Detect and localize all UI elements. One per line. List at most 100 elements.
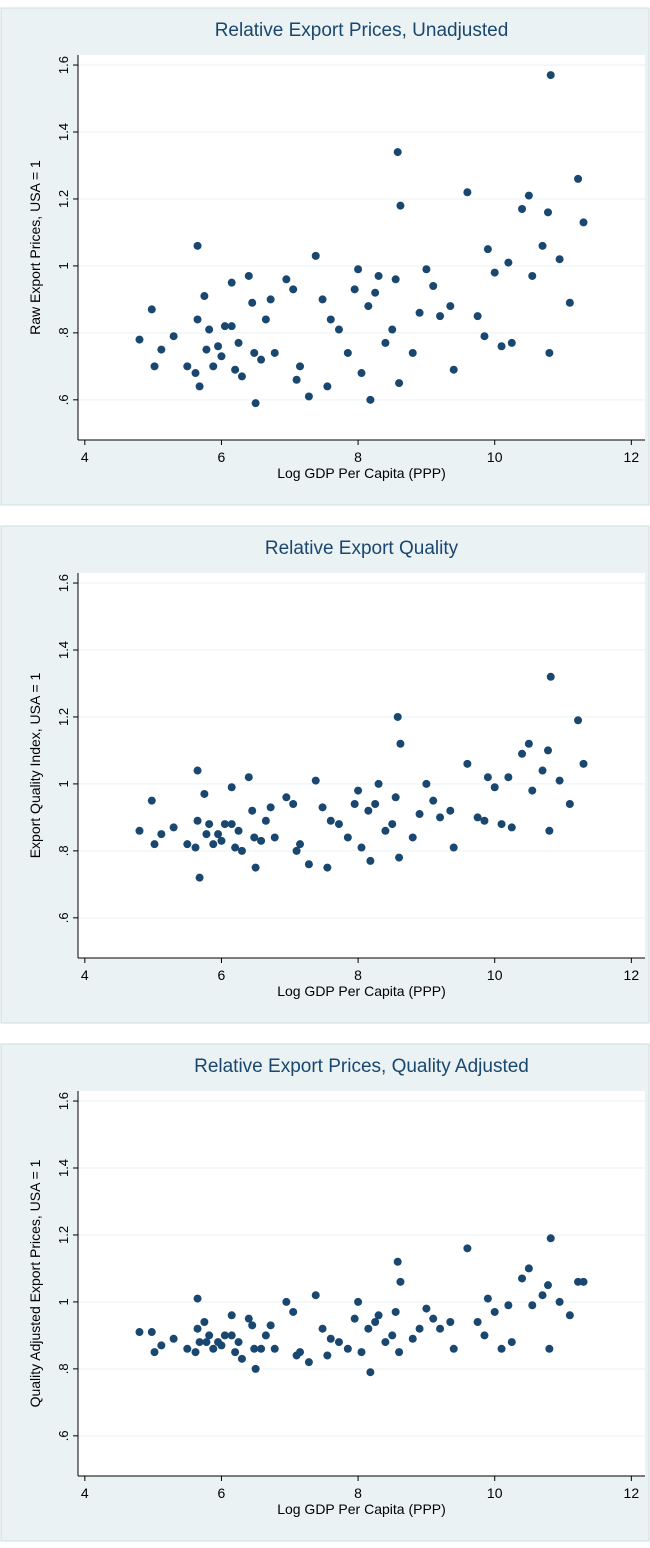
point [217, 352, 226, 361]
point [449, 843, 458, 852]
point [354, 786, 363, 795]
y-tick-label: 1 [56, 1298, 71, 1305]
x-axis-label: Log GDP Per Capita (PPP) [277, 1501, 446, 1517]
x-tick-label: 4 [81, 449, 89, 465]
point [507, 823, 516, 832]
point [147, 1328, 156, 1337]
point [266, 295, 275, 304]
point [429, 1314, 438, 1323]
point [545, 348, 554, 357]
point [396, 1277, 405, 1286]
point [227, 1311, 236, 1320]
point [227, 820, 236, 829]
point [415, 308, 424, 317]
point [364, 1324, 373, 1333]
point [227, 322, 236, 331]
point [480, 1331, 489, 1340]
point [214, 830, 223, 839]
point [565, 800, 574, 808]
y-tick-label: 1 [56, 780, 71, 787]
point [574, 1277, 583, 1286]
point [183, 1344, 192, 1353]
point [579, 1277, 588, 1286]
point [227, 783, 236, 792]
point [318, 803, 327, 812]
point [507, 338, 516, 347]
point [504, 1301, 513, 1310]
point [366, 395, 375, 404]
point [545, 1344, 554, 1353]
point [350, 800, 359, 808]
point [292, 846, 301, 855]
point [304, 860, 313, 869]
point [323, 1351, 332, 1360]
point [200, 789, 209, 798]
point [251, 399, 260, 408]
point [391, 793, 400, 802]
point [334, 1338, 343, 1347]
y-tick-label: 1.6 [56, 1092, 71, 1110]
point [343, 348, 352, 357]
point [538, 766, 547, 775]
point [183, 362, 192, 371]
point [250, 348, 259, 357]
point [195, 1338, 204, 1347]
point [528, 1301, 537, 1310]
x-tick-label: 6 [218, 1485, 226, 1501]
point [231, 843, 240, 852]
point [135, 826, 144, 835]
point [371, 1318, 380, 1326]
point [480, 332, 489, 341]
point [507, 1338, 516, 1347]
y-tick-label: .6 [56, 912, 71, 923]
point [473, 312, 482, 321]
point [429, 796, 438, 805]
point [463, 188, 472, 197]
point [463, 1244, 472, 1253]
point [524, 191, 533, 200]
point [326, 315, 335, 324]
point [483, 773, 492, 782]
point [169, 823, 178, 832]
point [282, 793, 291, 802]
point [150, 362, 159, 371]
point [248, 298, 257, 307]
point [393, 1257, 402, 1266]
point [350, 285, 359, 294]
x-tick-label: 6 [218, 967, 226, 983]
point [250, 833, 259, 842]
y-tick-label: .8 [56, 845, 71, 856]
point [251, 1364, 260, 1373]
point [518, 205, 527, 213]
point [381, 1338, 390, 1347]
point [289, 800, 298, 808]
point [217, 1341, 226, 1350]
point [528, 271, 537, 280]
point [579, 759, 588, 768]
point [251, 863, 260, 872]
point [318, 295, 327, 304]
point [334, 820, 343, 829]
chart-title: Relative Export Prices, Unadjusted [215, 20, 509, 41]
y-tick-label: 1.2 [56, 1226, 71, 1244]
point [366, 856, 375, 865]
point [234, 1338, 243, 1347]
x-tick-label: 10 [487, 1485, 503, 1501]
point [364, 302, 373, 311]
point [408, 348, 417, 357]
point [374, 779, 383, 788]
y-axis-label: Quality Adjusted Export Prices, USA = 1 [27, 1159, 43, 1407]
point [422, 265, 431, 274]
point [446, 302, 455, 311]
point [371, 288, 380, 297]
x-tick-label: 10 [487, 967, 503, 983]
point [220, 322, 229, 331]
point [415, 810, 424, 819]
point [422, 779, 431, 788]
point [282, 1297, 291, 1306]
x-tick-label: 6 [218, 449, 226, 465]
point [323, 863, 332, 872]
point [209, 362, 218, 371]
point [266, 1321, 275, 1330]
